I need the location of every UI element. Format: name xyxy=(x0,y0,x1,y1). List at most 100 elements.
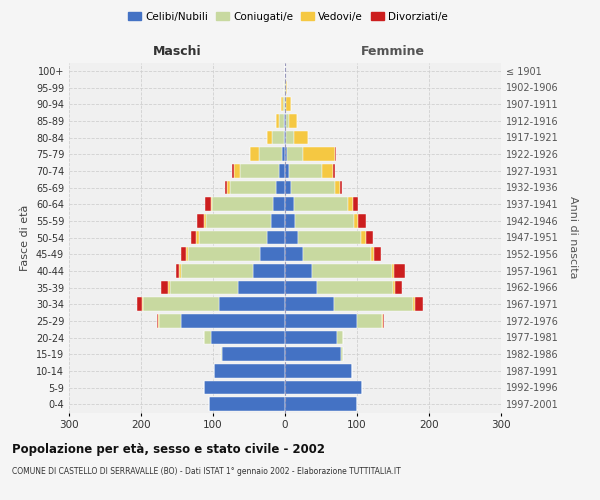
Bar xyxy=(303,148,335,161)
Bar xyxy=(159,314,181,328)
Bar xyxy=(285,280,317,294)
Bar xyxy=(143,298,219,311)
Bar xyxy=(238,280,285,294)
Bar xyxy=(285,314,357,328)
Bar xyxy=(279,114,284,128)
Bar xyxy=(293,130,308,144)
Bar xyxy=(285,180,292,194)
Bar xyxy=(286,98,291,111)
Bar xyxy=(335,148,336,161)
Bar xyxy=(188,248,260,261)
Bar xyxy=(413,298,415,311)
Bar xyxy=(341,348,343,361)
Bar xyxy=(285,198,293,211)
Bar xyxy=(285,80,286,94)
Bar xyxy=(221,348,223,361)
Bar xyxy=(206,214,271,228)
Bar xyxy=(267,230,285,244)
Bar xyxy=(176,264,179,278)
Bar xyxy=(142,298,143,311)
Bar xyxy=(293,198,349,211)
Bar xyxy=(392,264,394,278)
Bar xyxy=(285,348,341,361)
Bar xyxy=(191,230,196,244)
Bar xyxy=(284,130,285,144)
Bar xyxy=(281,98,283,111)
Bar xyxy=(285,214,295,228)
Bar xyxy=(187,248,188,261)
Bar xyxy=(234,164,239,177)
Bar xyxy=(340,180,342,194)
Bar xyxy=(209,398,285,411)
Bar xyxy=(169,280,170,294)
Bar xyxy=(335,180,340,194)
Bar xyxy=(382,314,383,328)
Bar xyxy=(317,280,393,294)
Bar xyxy=(225,180,227,194)
Bar xyxy=(286,80,287,94)
Bar xyxy=(239,164,279,177)
Bar xyxy=(250,148,259,161)
Bar xyxy=(170,280,238,294)
Bar xyxy=(371,248,374,261)
Bar xyxy=(298,230,361,244)
Bar xyxy=(337,330,343,344)
Bar xyxy=(211,330,285,344)
Bar xyxy=(353,198,358,211)
Bar xyxy=(205,198,211,211)
Bar xyxy=(277,180,285,194)
Bar xyxy=(287,148,303,161)
Bar xyxy=(285,380,362,394)
Bar xyxy=(285,230,298,244)
Bar xyxy=(285,264,313,278)
Bar xyxy=(284,114,285,128)
Bar xyxy=(223,348,285,361)
Bar xyxy=(214,364,285,378)
Bar xyxy=(158,314,159,328)
Bar xyxy=(219,298,285,311)
Bar xyxy=(157,314,158,328)
Bar xyxy=(374,248,382,261)
Bar xyxy=(322,164,333,177)
Bar xyxy=(212,198,274,211)
Bar xyxy=(357,314,382,328)
Bar xyxy=(285,114,286,128)
Bar xyxy=(181,264,253,278)
Bar xyxy=(284,80,285,94)
Bar xyxy=(285,398,357,411)
Legend: Celibi/Nubili, Coniugati/e, Vedovi/e, Divorziati/e: Celibi/Nubili, Coniugati/e, Vedovi/e, Di… xyxy=(124,8,452,26)
Bar xyxy=(285,364,352,378)
Bar xyxy=(260,248,285,261)
Bar xyxy=(161,280,169,294)
Bar xyxy=(285,164,289,177)
Text: Maschi: Maschi xyxy=(152,44,202,58)
Bar xyxy=(295,214,354,228)
Y-axis label: Fasce di età: Fasce di età xyxy=(20,204,30,270)
Text: Popolazione per età, sesso e stato civile - 2002: Popolazione per età, sesso e stato civil… xyxy=(12,442,325,456)
Bar xyxy=(277,114,279,128)
Bar xyxy=(203,330,211,344)
Bar xyxy=(232,164,234,177)
Bar xyxy=(230,180,277,194)
Bar xyxy=(415,298,422,311)
Bar xyxy=(354,214,358,228)
Bar xyxy=(271,214,285,228)
Bar xyxy=(283,98,285,111)
Bar xyxy=(361,230,365,244)
Bar xyxy=(279,164,285,177)
Bar xyxy=(383,314,385,328)
Bar xyxy=(286,114,289,128)
Bar xyxy=(179,264,181,278)
Bar xyxy=(227,180,230,194)
Bar xyxy=(285,130,286,144)
Bar xyxy=(282,148,285,161)
Bar xyxy=(303,248,371,261)
Bar xyxy=(253,264,285,278)
Bar xyxy=(334,298,413,311)
Bar xyxy=(199,230,267,244)
Bar xyxy=(205,214,206,228)
Bar xyxy=(211,198,212,211)
Bar xyxy=(289,114,296,128)
Bar xyxy=(285,248,303,261)
Bar xyxy=(394,264,404,278)
